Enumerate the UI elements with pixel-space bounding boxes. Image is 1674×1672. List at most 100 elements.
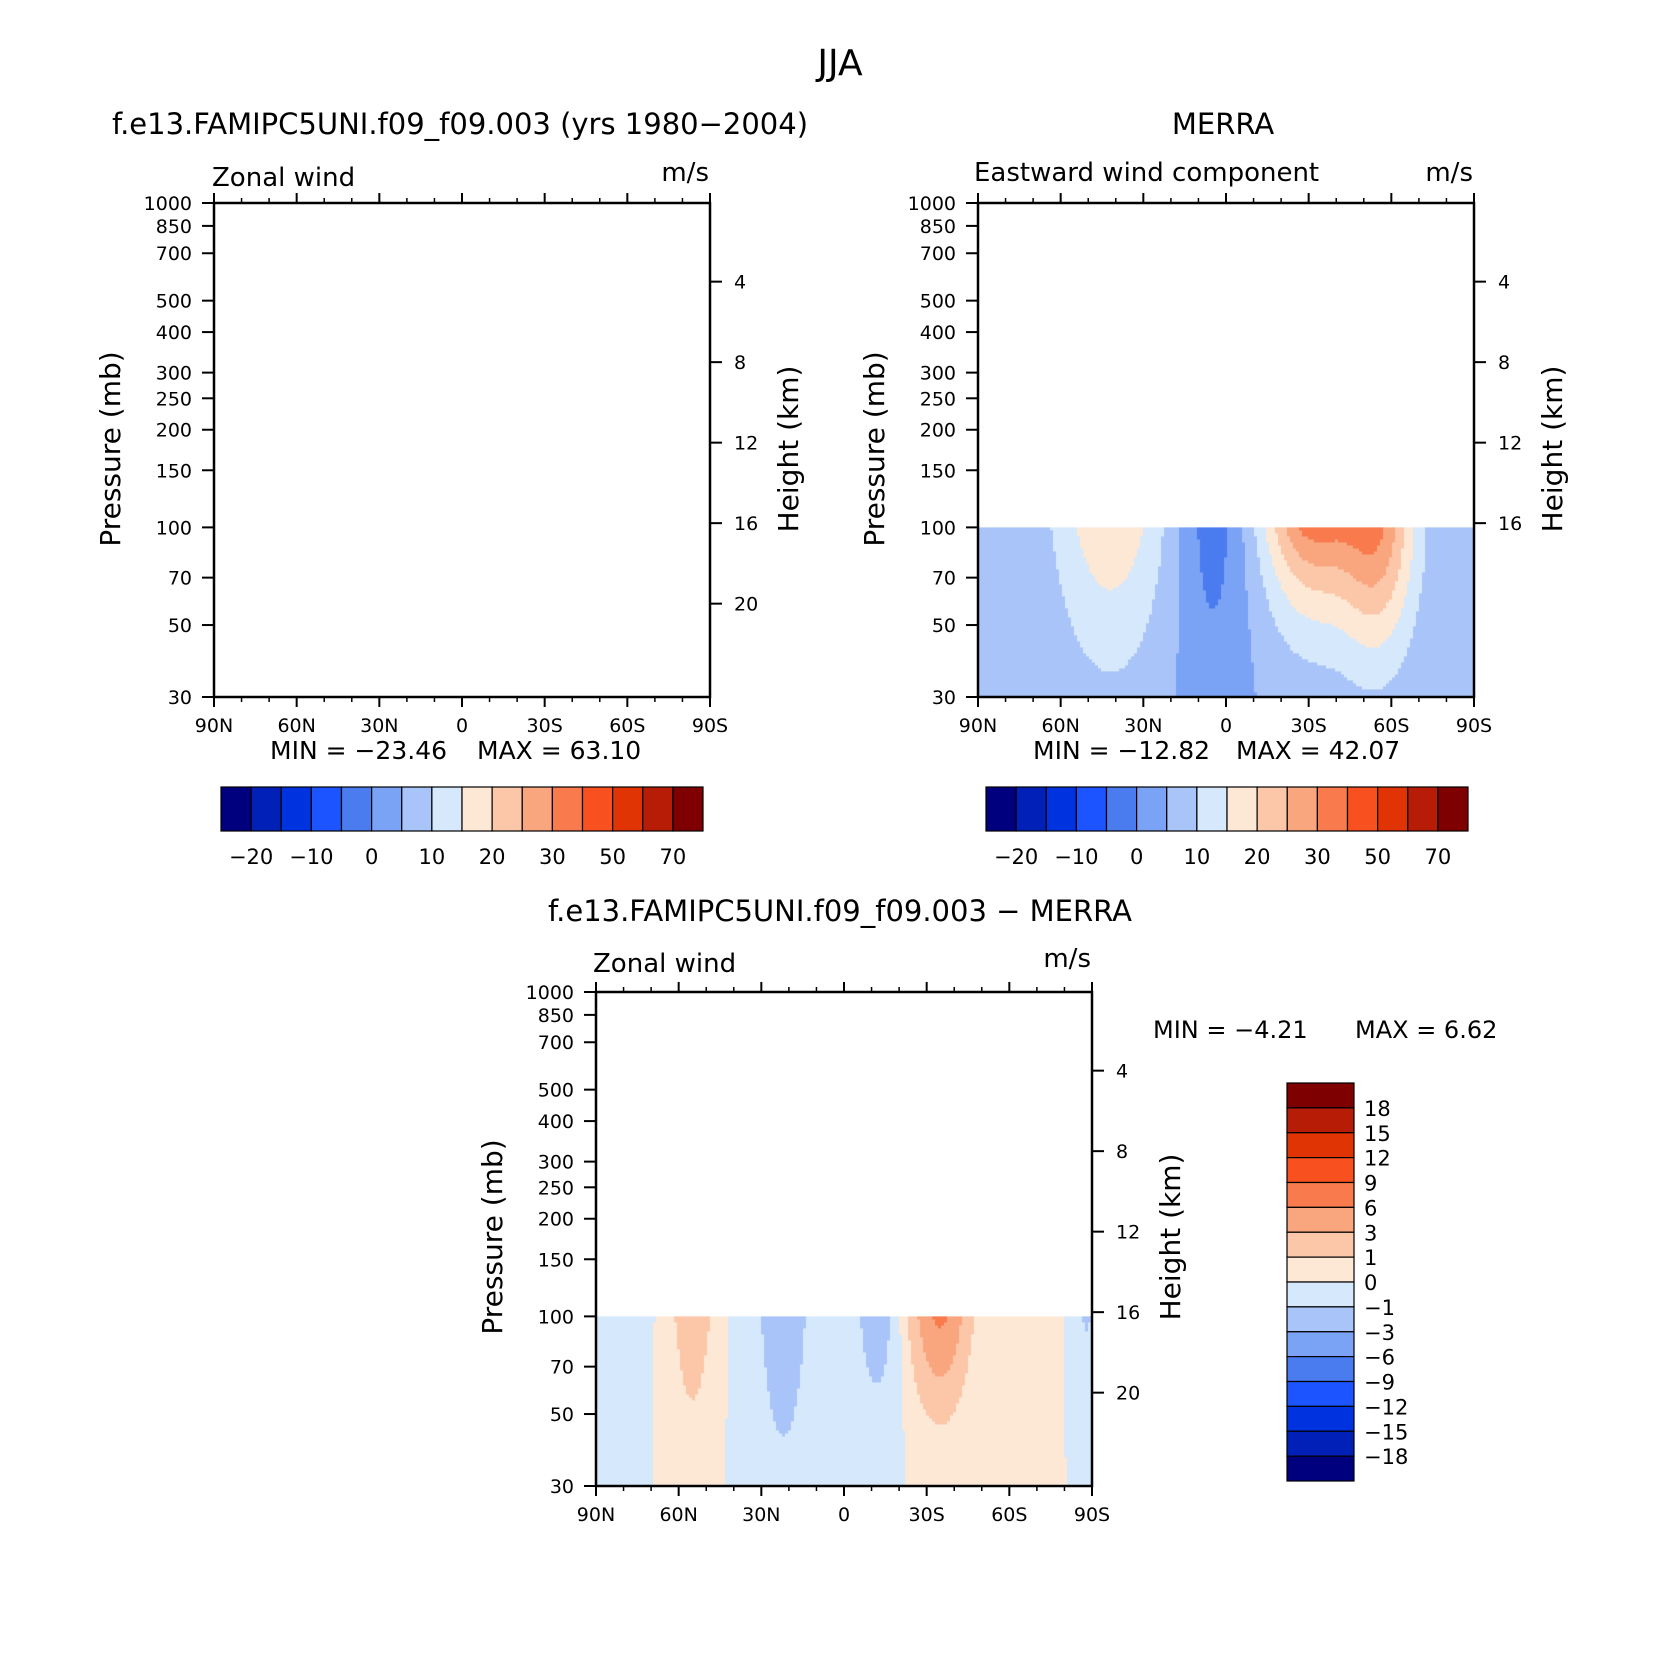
units-diff: m/s <box>1043 944 1091 974</box>
colorbar-tick-label: −10 <box>289 845 333 869</box>
colorbar-swatch <box>1286 1181 1355 1208</box>
panel-title-diff: f.e13.FAMIPC5UNI.f09_f09.003 − MERRA <box>548 894 1132 928</box>
colorbar-swatch <box>1286 1157 1355 1184</box>
colorbar-swatch <box>1437 786 1469 832</box>
colorbar-swatch <box>280 786 312 832</box>
x-tick-label: 30N <box>1124 715 1162 737</box>
y-tick-label: 300 <box>156 363 192 385</box>
y2-tick-label: 4 <box>1498 272 1510 294</box>
x-tick-label: 60S <box>609 715 645 737</box>
colorbar-tick-label: 9 <box>1364 1172 1377 1196</box>
panel-diff: f.e13.FAMIPC5UNI.f09_f09.003 − MERRA Zon… <box>476 894 1497 1526</box>
x-tick-label: 90N <box>959 715 997 737</box>
x-tick-label: 60N <box>1041 715 1079 737</box>
y2label-model: Height (km) <box>772 366 805 533</box>
colorbar-swatch <box>310 786 343 832</box>
colorbar-tick-label: −3 <box>1364 1321 1395 1345</box>
ylabel-model: Pressure (mb) <box>94 351 127 546</box>
colorbar-swatch <box>1286 1306 1355 1333</box>
y2-tick-label: 4 <box>734 272 746 294</box>
x-tick-label: 60S <box>1373 715 1409 737</box>
y-tick-label: 400 <box>156 322 192 344</box>
colorbar-swatch <box>1286 1455 1355 1482</box>
colorbar-swatch <box>1286 1356 1355 1383</box>
x-tick-label: 0 <box>838 1504 850 1526</box>
contour-plot-model: 90N 60N 30N 0 30S 60S 90S 30 50 70 100 150 200 250 300… <box>144 193 758 737</box>
y2-tick-label: 16 <box>1498 513 1522 535</box>
colorbar-tick-label: 50 <box>1364 845 1391 869</box>
colorbar-tick-label: −18 <box>1364 1445 1408 1469</box>
contour-plot-merra: 90N 60N 30N 0 30S 60S 90S 30 50 70 100 150 200 250 300… <box>908 193 1522 737</box>
colorbar-tick-label: −1 <box>1364 1296 1395 1320</box>
colorbar-swatch <box>401 786 433 832</box>
colorbar-swatch <box>521 786 553 832</box>
colorbar-tick-label: 12 <box>1364 1147 1391 1171</box>
colorbar-swatch <box>1407 786 1439 832</box>
colorbar-swatch <box>1316 786 1349 832</box>
colorbar-tick-label: 10 <box>419 845 446 869</box>
colorbar-swatch <box>431 786 463 832</box>
y2label-merra: Height (km) <box>1536 366 1569 533</box>
y-tick-label: 500 <box>156 291 192 313</box>
colorbar-tick-label: −15 <box>1364 1420 1408 1444</box>
colorbar-tick-label: 1 <box>1364 1246 1377 1270</box>
colorbar-tick-label: 0 <box>365 845 378 869</box>
colorbar-tick-label: 6 <box>1364 1196 1377 1220</box>
colorbar-tick-label: 0 <box>1364 1271 1377 1295</box>
y-tick-label: 30 <box>550 1476 574 1498</box>
ylabel-merra: Pressure (mb) <box>858 351 891 546</box>
y-tick-label: 250 <box>538 1177 574 1199</box>
y2-tick-label: 8 <box>734 352 746 374</box>
colorbar-swatch <box>1286 1281 1355 1308</box>
colorbar-tick-label: 0 <box>1130 845 1143 869</box>
y-tick-label: 400 <box>920 322 956 344</box>
y-tick-label: 200 <box>538 1209 574 1231</box>
y-tick-label: 150 <box>538 1249 574 1271</box>
colorbar-tick-label: 70 <box>660 845 687 869</box>
colorbar-swatch <box>612 786 644 832</box>
colorbar-swatch <box>1286 1430 1355 1457</box>
colorbar-tick-label: 70 <box>1425 845 1452 869</box>
x-tick-label: 90S <box>1456 715 1492 737</box>
y-tick-label: 100 <box>538 1306 574 1328</box>
colorbar-tick-label: 15 <box>1364 1122 1391 1146</box>
min-label-diff: MIN = −4.21 <box>1153 1016 1308 1044</box>
y-tick-label: 700 <box>156 243 192 265</box>
x-tick-label: 30S <box>527 715 563 737</box>
y-tick-label: 700 <box>920 243 956 265</box>
contour-plot-diff: 90N 60N 30N 0 30S 60S 90S 30 50 70 100 150 200 250 300… <box>526 982 1140 1526</box>
colorbar-tick-label: 10 <box>1184 845 1211 869</box>
left-label-merra: Eastward wind component <box>974 158 1319 188</box>
y2-tick-label: 8 <box>1116 1141 1128 1163</box>
y-tick-label: 150 <box>156 460 192 482</box>
y-tick-label: 50 <box>168 615 192 637</box>
x-tick-label: 60N <box>277 715 315 737</box>
colorbar-tick-label: −12 <box>1364 1395 1408 1419</box>
y-tick-label: 30 <box>168 687 192 709</box>
colorbar-swatch <box>551 786 584 832</box>
colorbar-swatch <box>1286 1231 1355 1258</box>
y-tick-label: 100 <box>156 517 192 539</box>
plot-frame-model <box>212 201 712 699</box>
colorbar-swatch <box>1075 786 1108 832</box>
colorbar-tick-label: 30 <box>539 845 566 869</box>
y2label-diff: Height (km) <box>1154 1154 1187 1321</box>
y2-tick-label: 16 <box>734 513 758 535</box>
colorbar-swatch <box>1286 1256 1355 1283</box>
colorbar-swatch <box>1286 1405 1355 1432</box>
y-tick-label: 850 <box>920 216 956 238</box>
y-tick-label: 30 <box>932 687 956 709</box>
y2-tick-label: 8 <box>1498 352 1510 374</box>
y-tick-label: 500 <box>538 1080 574 1102</box>
y-tick-label: 250 <box>156 388 192 410</box>
colorbar-swatch <box>672 786 704 832</box>
x-tick-label: 90N <box>195 715 233 737</box>
colorbar-tick-label: −9 <box>1364 1371 1395 1395</box>
ylabel-diff: Pressure (mb) <box>476 1139 509 1334</box>
left-label-diff: Zonal wind <box>593 949 736 979</box>
y-tick-label: 50 <box>550 1404 574 1426</box>
colorbar-tick-label: −10 <box>1054 845 1098 869</box>
y-tick-label: 70 <box>932 568 956 590</box>
y-tick-label: 150 <box>920 460 956 482</box>
colorbar-swatch <box>1286 1132 1355 1159</box>
